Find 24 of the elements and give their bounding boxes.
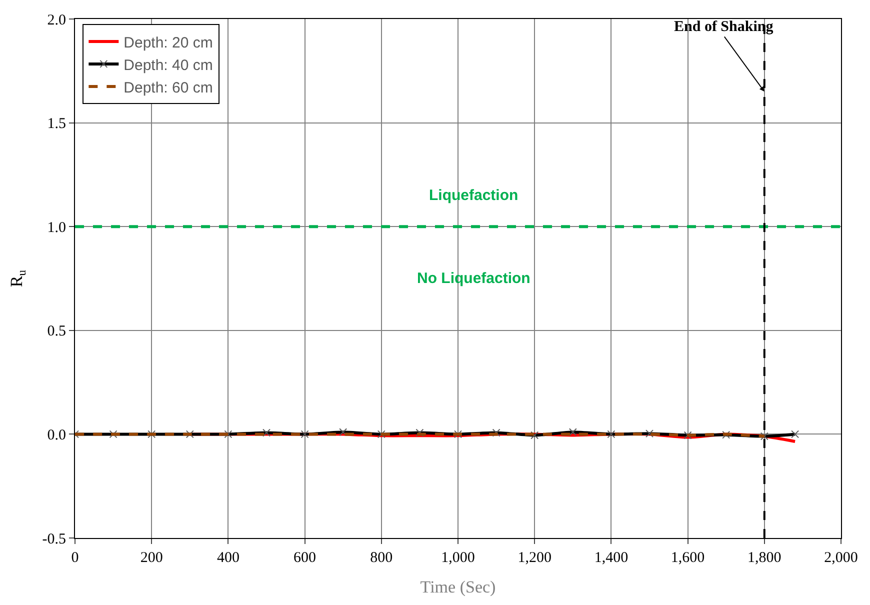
x-tick-label: 1,400 <box>594 550 628 566</box>
y-tick-label: -0.5 <box>42 531 66 548</box>
y-tick-label: 1.0 <box>47 220 66 236</box>
annotation: Liquefaction <box>429 187 518 204</box>
x-tick-label: 1,600 <box>670 550 705 566</box>
y-tick-label: 0.0 <box>47 427 66 444</box>
annotation: No Liquefaction <box>417 270 530 287</box>
y-tick-label: 1.5 <box>47 116 66 132</box>
x-tick-label: 2,000 <box>824 550 858 566</box>
legend-label: Depth: 60 cm <box>124 79 213 96</box>
legend-label: Depth: 40 cm <box>124 56 213 74</box>
x-tick-label: 1,800 <box>748 550 782 566</box>
x-tick-label: 0 <box>71 550 79 566</box>
x-tick-label: 200 <box>140 550 163 566</box>
x-tick-label: 600 <box>294 550 316 566</box>
x-tick-label: 800 <box>370 550 393 566</box>
legend-label: Depth: 20 cm <box>124 34 213 52</box>
x-tick-label: 1,200 <box>518 550 552 566</box>
x-tick-label: 400 <box>216 550 240 566</box>
y-tick-label: 2.0 <box>47 12 66 28</box>
y-tick-label: 0.5 <box>47 324 66 340</box>
annotation: End of Shaking <box>674 19 774 35</box>
x-axis-title: Time (Sec) <box>420 577 496 596</box>
x-tick-label: 1,000 <box>441 550 475 566</box>
